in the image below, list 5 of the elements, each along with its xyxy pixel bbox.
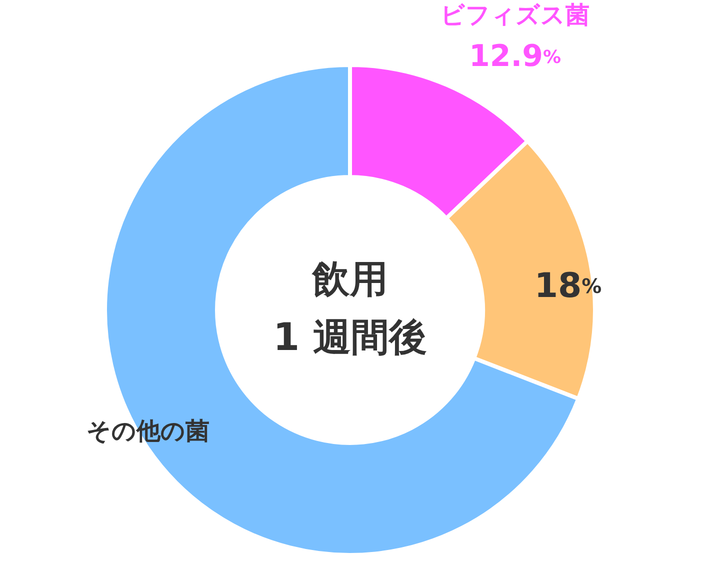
text: 飲用 bbox=[311, 257, 388, 302]
slice-label: その他の菌 bbox=[86, 416, 210, 445]
slice-label: ビフィズス菌 bbox=[440, 0, 590, 29]
data-label: 12.9% bbox=[468, 39, 562, 74]
text: 1 週間後 bbox=[273, 315, 427, 360]
